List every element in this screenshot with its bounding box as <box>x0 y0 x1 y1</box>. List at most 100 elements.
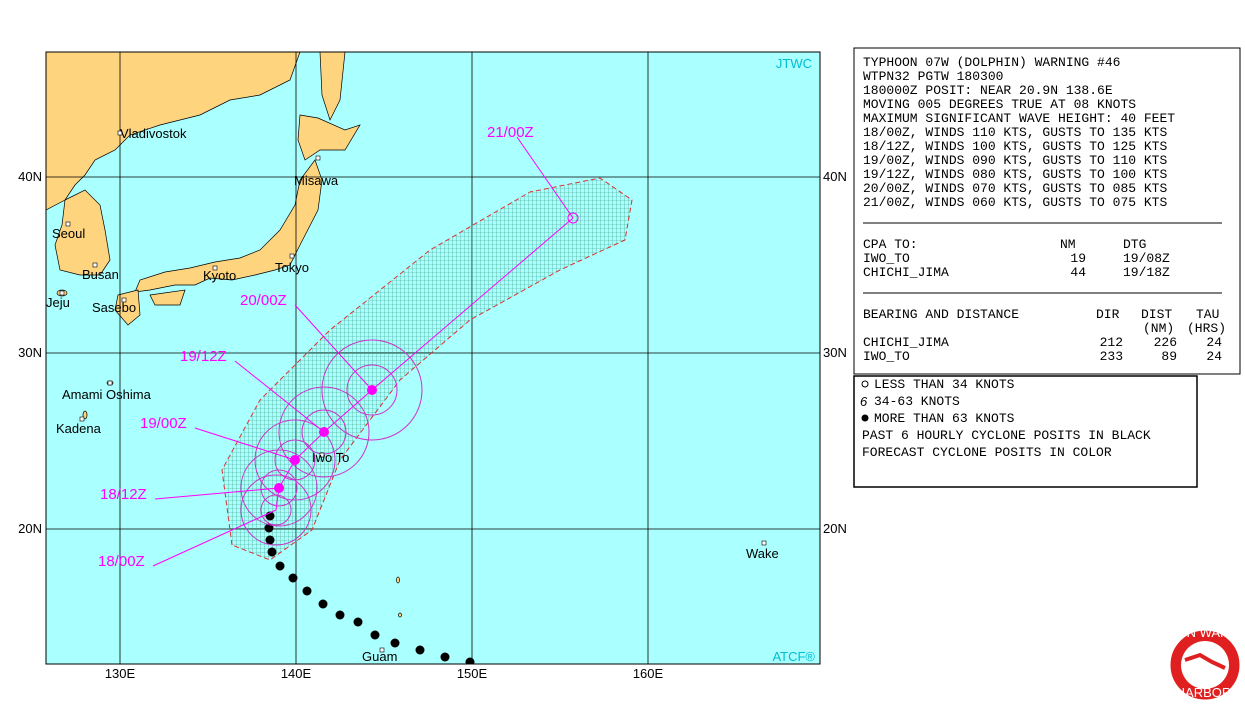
warning-line: MOVING 005 DEGREES TRUE AT 08 KNOTS <box>863 97 1136 112</box>
place-marker <box>315 155 321 161</box>
place-label: Tokyo <box>275 260 309 275</box>
cpa-cell: 44 <box>1070 265 1086 280</box>
past-position <box>265 535 275 545</box>
place-marker <box>212 265 218 271</box>
lat-label: 40N <box>18 169 42 184</box>
warning-line: 180000Z POSIT: NEAR 20.9N 138.6E <box>863 83 1113 98</box>
wind-radius <box>260 469 298 507</box>
place-marker <box>107 380 113 386</box>
legend-panel <box>853 375 1198 488</box>
past-position <box>302 586 312 596</box>
cpa-header: CPA TO: <box>863 237 918 252</box>
place-label: Iwo To <box>312 450 349 465</box>
legend-line: MORE THAN 63 KNOTS <box>874 411 1015 426</box>
lat-label: 40N <box>823 169 847 184</box>
forecast-label: 18/12Z <box>100 486 147 503</box>
lon-label: 130E <box>105 666 136 681</box>
wind-radius <box>260 494 292 526</box>
logo <box>1167 627 1243 703</box>
warning-line: 19/00Z, WINDS 090 KTS, GUSTS TO 110 KTS <box>863 153 1167 168</box>
warning-line: 20/00Z, WINDS 070 KTS, GUSTS TO 085 KTS <box>863 181 1167 196</box>
ocean <box>46 52 820 664</box>
place-label: Vladivostok <box>120 126 187 141</box>
past-position <box>353 617 363 627</box>
place-label: Jeju <box>46 295 70 310</box>
place-label: Guam <box>362 649 397 664</box>
past-position <box>264 523 274 533</box>
bearing-header: DIR <box>1096 307 1120 322</box>
forecast-label: 18/00Z <box>98 553 145 570</box>
leader-line <box>194 427 296 461</box>
wind-radius <box>321 339 423 441</box>
lat-label: 30N <box>823 345 847 360</box>
lat-label: 20N <box>18 521 42 536</box>
cpa-cell: CHICHI_JIMA <box>863 265 949 280</box>
legend-line: FORECAST CYCLONE POSITS IN COLOR <box>862 445 1112 460</box>
logo-text: PEARL HARBOR HAWAII <box>1130 685 1245 700</box>
place-label: Busan <box>82 267 119 282</box>
bearing-cell: 24 <box>1206 349 1222 364</box>
lon-label: 160E <box>633 666 664 681</box>
place-marker <box>65 221 71 227</box>
cpa-cell: IWO_TO <box>863 251 910 266</box>
forecast-label: 19/12Z <box>180 348 227 365</box>
place-marker <box>761 540 767 546</box>
place-label: Kadena <box>56 421 102 436</box>
past-position <box>465 657 475 664</box>
bearing-cell: CHICHI_JIMA <box>863 335 949 350</box>
bearing-cell: 24 <box>1206 335 1222 350</box>
place-marker <box>289 253 295 259</box>
bearing-header: DIST <box>1141 307 1172 322</box>
past-position <box>288 573 298 583</box>
leader-line <box>154 487 280 500</box>
bearing-cell: IWO_TO <box>863 349 910 364</box>
place-label: Amami Oshima <box>62 387 152 402</box>
past-position <box>318 599 328 609</box>
place-marker <box>121 297 127 303</box>
warning-line: 19/12Z, WINDS 080 KTS, GUSTS TO 100 KTS <box>863 167 1167 182</box>
wind-radius <box>278 386 370 478</box>
warning-line: 21/00Z, WINDS 060 KTS, GUSTS TO 075 KTS <box>863 195 1167 210</box>
map: Vladivostok Misawa Seoul Busan Kyoto Tokyo Jej… <box>46 52 820 664</box>
leader-line <box>152 509 277 567</box>
legend-line: PAST 6 HOURLY CYCLONE POSITS IN BLACK <box>862 428 1151 443</box>
place-marker <box>117 130 123 136</box>
warning-line: MAXIMUM SIGNIFICANT WAVE HEIGHT: 40 FEET <box>863 111 1175 126</box>
bearing-unit: (NM) <box>1143 321 1174 336</box>
place-marker <box>59 290 65 296</box>
warning-line: TYPHOON 07W (DOLPHIN) WARNING #46 <box>863 55 1120 70</box>
place-label: Misawa <box>294 173 339 188</box>
leader-line <box>516 136 574 219</box>
past-position <box>390 638 400 648</box>
danger-swath <box>221 177 633 561</box>
cpa-header: DTG <box>1123 237 1146 252</box>
legend-line: 34-63 KNOTS <box>874 394 960 409</box>
map-frame <box>45 51 821 665</box>
forecast-label: 21/00Z <box>487 124 534 141</box>
place-marker <box>319 452 325 458</box>
past-position <box>440 652 450 662</box>
place-marker <box>92 262 98 268</box>
leader-line <box>234 360 325 433</box>
past-position <box>370 630 380 640</box>
warning-line: 18/12Z, WINDS 100 KTS, GUSTS TO 125 KTS <box>863 139 1167 154</box>
legend-icon <box>861 380 869 388</box>
cpa-cell: 19 <box>1070 251 1086 266</box>
bearing-header: BEARING AND DISTANCE <box>863 307 1019 322</box>
attribution: ATCF® <box>772 649 815 664</box>
lat-label: 20N <box>823 521 847 536</box>
leader-line <box>294 304 373 391</box>
lat-label: 30N <box>18 345 42 360</box>
bearing-cell: 89 <box>1161 349 1177 364</box>
warning-line: 18/00Z, WINDS 110 KTS, GUSTS TO 135 KTS <box>863 125 1167 140</box>
wind-radius <box>254 419 336 501</box>
place-label: Wake <box>746 546 779 561</box>
bearing-header: TAU <box>1196 307 1219 322</box>
bearing-unit: (HRS) <box>1187 321 1226 336</box>
bearing-cell: 212 <box>1100 335 1123 350</box>
warning-line: WTPN32 PGTW 180300 <box>863 69 1003 84</box>
forecast-label: 20/00Z <box>240 292 287 309</box>
cpa-cell: 19/18Z <box>1123 265 1170 280</box>
